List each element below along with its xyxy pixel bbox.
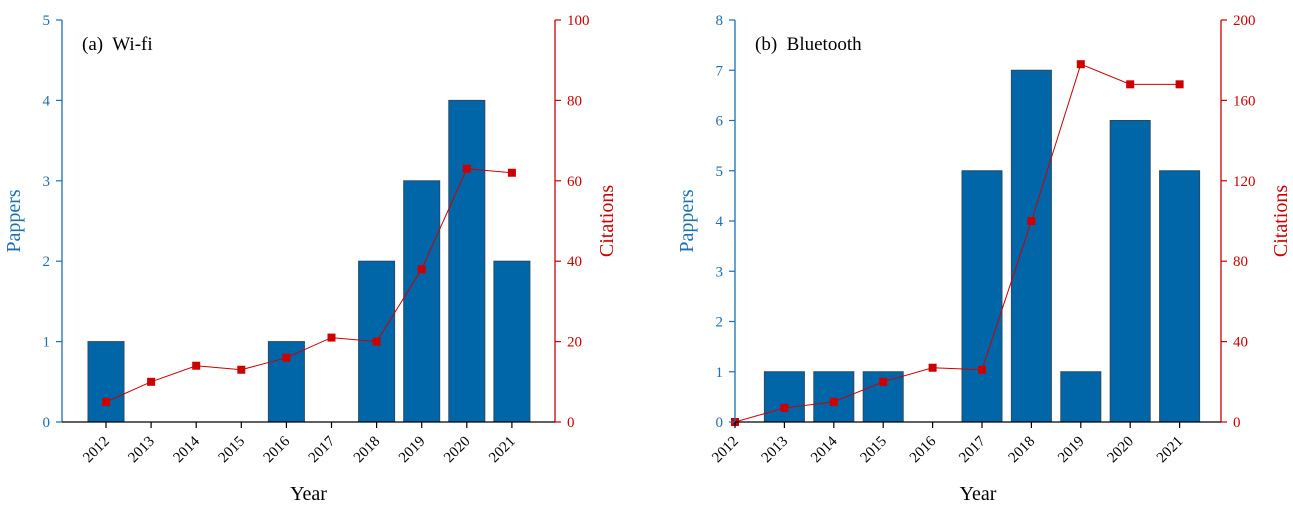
- line-marker-2014: [829, 397, 838, 406]
- left-tick-label: 2: [716, 315, 724, 331]
- bar-2013: [763, 371, 805, 423]
- right-tick-label: 40: [567, 254, 582, 270]
- x-tick-label-2012: 2012: [80, 434, 113, 467]
- line-marker-2013: [147, 377, 156, 386]
- x-tick-label-2014: 2014: [171, 433, 204, 466]
- left-tick-label: 5: [43, 13, 51, 29]
- x-tick-label-2018: 2018: [1006, 434, 1039, 467]
- x-tick-label-2014: 2014: [808, 433, 841, 466]
- x-tick-label-2013: 2013: [759, 434, 792, 467]
- citations-line: [105, 168, 512, 403]
- y-axis-title-left: Pappers: [676, 189, 698, 253]
- right-tick-label: 80: [1233, 254, 1248, 270]
- x-tick-label-2018: 2018: [351, 434, 384, 467]
- bar-series: [763, 69, 1201, 423]
- x-tick-label-2021: 2021: [486, 434, 519, 467]
- bar-2020: [1109, 120, 1151, 423]
- chart-panel-a: 0 1 2 3 4 5 0 20 40 60 80 100 2012 2013 2014 2015 2016 20…: [3, 13, 618, 505]
- line-marker-2020: [1126, 80, 1135, 89]
- bar-2017: [961, 170, 1003, 423]
- line-marker-2018: [1027, 217, 1036, 225]
- left-tick-label: 5: [716, 164, 724, 180]
- left-tick-label: 1: [43, 335, 51, 351]
- right-tick-label: 80: [567, 93, 582, 109]
- right-tick-label: 200: [1233, 13, 1256, 29]
- bar-2019: [403, 180, 441, 423]
- bar-2021: [493, 260, 531, 423]
- x-tick-label-2019: 2019: [396, 434, 429, 467]
- y-axis-title-left: Pappers: [3, 189, 25, 253]
- x-tick-label-2020: 2020: [441, 434, 474, 467]
- line-marker-2017: [978, 365, 986, 374]
- left-tick-label: 7: [716, 63, 724, 79]
- right-tick-label: 0: [1233, 415, 1241, 431]
- right-tick-label: 160: [1233, 93, 1256, 109]
- y-axis-title-right: Citations: [1270, 185, 1292, 257]
- left-tick-label: 6: [716, 114, 724, 130]
- line-marker-2017: [327, 333, 336, 342]
- left-tick-label: 0: [716, 415, 724, 431]
- right-tick-label: 20: [567, 335, 582, 351]
- right-tick-label: 100: [567, 13, 590, 29]
- line-marker-2021: [1175, 80, 1184, 89]
- x-axis-title: Year: [960, 483, 997, 505]
- bar-2016: [267, 341, 305, 423]
- line-marker-2016: [928, 363, 937, 372]
- panel-label: (b) Bluetooth: [755, 34, 862, 55]
- x-tick-label-2020: 2020: [1105, 434, 1138, 467]
- bar-2020: [448, 99, 486, 423]
- right-tick-label: 120: [1233, 174, 1256, 190]
- x-tick-label-2019: 2019: [1055, 434, 1088, 467]
- line-marker-2013: [780, 403, 789, 412]
- y-axis-title-right: Citations: [596, 185, 618, 257]
- right-tick-label: 60: [567, 174, 582, 190]
- bar-2021: [1159, 170, 1201, 423]
- line-series: [731, 60, 1184, 426]
- left-tick-label: 4: [716, 214, 724, 230]
- line-marker-2021: [507, 168, 516, 177]
- x-tick-label-2016: 2016: [907, 433, 940, 466]
- right-tick-label: 40: [1233, 335, 1248, 351]
- citations-line: [734, 63, 1180, 423]
- x-tick-label-2012: 2012: [709, 434, 742, 467]
- line-marker-2019: [417, 265, 426, 274]
- x-tick-label-2021: 2021: [1154, 434, 1187, 467]
- line-marker-2015: [237, 365, 246, 374]
- line-marker-2020: [462, 164, 471, 173]
- x-tick-label-2017: 2017: [956, 433, 989, 466]
- bar-2018: [1010, 69, 1052, 423]
- line-marker-2018: [372, 337, 381, 346]
- right-tick-label: 0: [567, 415, 575, 431]
- bar-2019: [1060, 371, 1102, 423]
- left-tick-label: 8: [716, 13, 724, 29]
- line-series: [102, 164, 516, 406]
- x-tick-label-2017: 2017: [306, 433, 339, 466]
- x-tick-label-2013: 2013: [125, 434, 158, 467]
- left-tick-label: 3: [716, 264, 724, 280]
- bar-series: [87, 99, 531, 423]
- x-axis-title: Year: [290, 483, 327, 505]
- left-tick-label: 3: [43, 174, 51, 190]
- line-marker-2014: [192, 361, 201, 370]
- left-tick-label: 4: [43, 93, 51, 109]
- x-tick-label-2016: 2016: [261, 433, 294, 466]
- left-tick-label: 0: [43, 415, 51, 431]
- bar-2014: [813, 371, 855, 423]
- line-marker-2016: [282, 353, 291, 362]
- panel-label: (a) Wi-fi: [82, 34, 153, 55]
- line-marker-2015: [879, 377, 888, 386]
- x-tick-label-2015: 2015: [858, 434, 891, 467]
- x-tick-label-2015: 2015: [216, 434, 249, 467]
- left-tick-label: 1: [716, 365, 724, 381]
- bar-2012: [87, 341, 125, 423]
- line-marker-2019: [1076, 60, 1085, 69]
- left-tick-label: 2: [43, 254, 51, 270]
- line-marker-2012: [102, 397, 110, 406]
